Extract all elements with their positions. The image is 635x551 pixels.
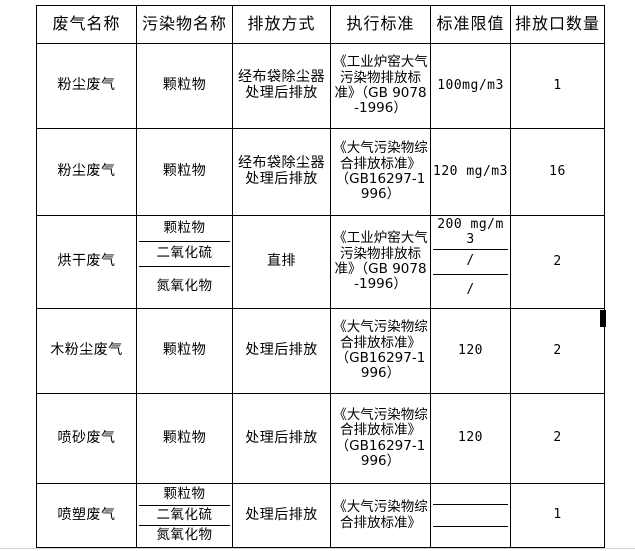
pollutant-subtable: 颗粒物 二氧化硫 氮氧化物 — [139, 217, 230, 307]
table-row: 粉尘废气 颗粒物 经布袋除尘器处理后排放 《工业炉窑大气污染物排放标准》（GB … — [36, 43, 605, 129]
cell-emission-mode: 经布袋除尘器处理后排放 — [232, 128, 331, 216]
emission-standards-table: 废气名称 污染物名称 排放方式 执行标准 标准限值 排放口数量 粉尘废气 颗粒物… — [36, 5, 605, 548]
cell-applied-standard: 《大气污染物综合排放标准》（GB16297-1996） — [330, 128, 431, 216]
pollutant-subrow: 二氧化硫 — [139, 241, 230, 267]
table-header: 废气名称 污染物名称 排放方式 执行标准 标准限值 排放口数量 — [36, 5, 605, 44]
column-header-outlet-count: 排放口数量 — [510, 5, 605, 44]
cell-waste-gas-name: 粉尘废气 — [36, 128, 137, 216]
limit-subrow: 200 mg/m3 — [433, 217, 508, 250]
pollutant-subrow: 氮氧化物 — [139, 526, 230, 546]
column-header-emission-mode: 排放方式 — [232, 5, 331, 44]
pollutant-subtable: 颗粒物 二氧化硫 氮氧化物 — [139, 485, 230, 546]
column-header-standard-limit: 标准限值 — [430, 5, 511, 44]
cell-pollutant-name: 氮氧化物 — [156, 527, 213, 544]
cell-standard-limit — [433, 527, 508, 546]
cell-pollutant-name: 氮氧化物 — [156, 278, 213, 295]
cell-pollutant-name: 颗粒物 — [136, 308, 233, 394]
pollutant-subrow: 二氧化硫 — [139, 505, 230, 527]
cell-emission-mode: 直排 — [232, 215, 331, 309]
cell-pollutant-name: 二氧化硫 — [139, 505, 230, 527]
cell-standard-limit — [433, 485, 508, 505]
cell-applied-standard: 《大气污染物综合排放标准》 — [330, 483, 431, 548]
cell-standard-limit: 120 — [430, 308, 511, 394]
cell-outlet-count: 2 — [510, 308, 605, 394]
cell-standard-limit: 100mg/m3 — [430, 43, 511, 129]
cell-pollutant-name: 颗粒物 — [139, 485, 230, 506]
cell-outlet-count: 16 — [510, 128, 605, 216]
limit-subtable: 200 mg/m3 / / — [433, 217, 508, 307]
cell-waste-gas-name: 木粉尘废气 — [36, 308, 137, 394]
cell-waste-gas-name: 喷砂废气 — [36, 393, 137, 484]
header-row: 废气名称 污染物名称 排放方式 执行标准 标准限值 排放口数量 — [36, 5, 605, 44]
pollutant-subrow: 氮氧化物 — [139, 267, 230, 308]
cell-pollutant-name: 颗粒物 — [139, 217, 230, 242]
table-row: 木粉尘废气 颗粒物 处理后排放 《大气污染物综合排放标准》（GB16297-19… — [36, 308, 605, 394]
table-row: 烘干废气 颗粒物 二氧化硫 氮氧化物 直排 《工业炉窑大气污染物排放标准》（GB… — [36, 215, 605, 309]
table-row: 喷塑废气 颗粒物 二氧化硫 氮氧化物 处理后排放 《大气污染物综合排放标准》 — [36, 483, 605, 548]
cell-emission-mode: 处理后排放 — [232, 483, 331, 548]
cell-pollutant-group: 颗粒物 二氧化硫 氮氧化物 — [136, 483, 233, 548]
cell-pollutant-name: 颗粒物 — [136, 128, 233, 216]
footer-divider — [0, 548, 635, 549]
column-header-applied-standard: 执行标准 — [330, 5, 431, 44]
cell-standard-limit: / — [433, 249, 508, 275]
pollutant-subrow: 颗粒物 — [139, 485, 230, 506]
cell-standard-limit-group — [430, 483, 511, 548]
cell-standard-limit: 120 — [430, 393, 511, 484]
cell-emission-mode: 处理后排放 — [232, 308, 331, 394]
column-header-pollutant-name: 污染物名称 — [136, 5, 233, 44]
cell-standard-limit — [433, 504, 508, 528]
cell-standard-limit: 200 mg/m3 — [433, 217, 508, 250]
cell-waste-gas-name: 烘干废气 — [36, 215, 137, 309]
cell-standard-limit: / — [466, 282, 475, 298]
cell-emission-mode: 经布袋除尘器处理后排放 — [232, 43, 331, 129]
right-edge-marker — [600, 310, 606, 327]
cell-standard-limit-group: 200 mg/m3 / / — [430, 215, 511, 309]
cell-applied-standard: 《工业炉窑大气污染物排放标准》（GB 9078-1996） — [330, 215, 431, 309]
cell-pollutant-group: 颗粒物 二氧化硫 氮氧化物 — [136, 215, 233, 309]
cell-pollutant-name: 颗粒物 — [136, 393, 233, 484]
limit-subrow — [433, 485, 508, 505]
cell-outlet-count: 1 — [510, 43, 605, 129]
cell-waste-gas-name: 粉尘废气 — [36, 43, 137, 129]
cell-outlet-count: 2 — [510, 215, 605, 309]
limit-subrow — [433, 527, 508, 546]
table-row: 粉尘废气 颗粒物 经布袋除尘器处理后排放 《大气污染物综合排放标准》（GB162… — [36, 128, 605, 216]
cell-waste-gas-name: 喷塑废气 — [36, 483, 137, 548]
cell-outlet-count: 1 — [510, 483, 605, 548]
cell-applied-standard: 《大气污染物综合排放标准》（GB16297-1996） — [330, 393, 431, 484]
table-row: 喷砂废气 颗粒物 处理后排放 《大气污染物综合排放标准》（GB16297-199… — [36, 393, 605, 484]
table-body: 粉尘废气 颗粒物 经布袋除尘器处理后排放 《工业炉窑大气污染物排放标准》（GB … — [36, 43, 605, 548]
limit-subrow: / — [433, 274, 508, 307]
limit-subrow — [433, 504, 508, 528]
cell-applied-standard: 《大气污染物综合排放标准》（GB16297-1996） — [330, 308, 431, 394]
limit-subtable — [433, 485, 508, 546]
column-header-waste-gas-name: 废气名称 — [36, 5, 137, 44]
cell-outlet-count: 2 — [510, 393, 605, 484]
cell-applied-standard: 《工业炉窑大气污染物排放标准》（GB 9078-1996） — [330, 43, 431, 129]
limit-subrow: / — [433, 249, 508, 275]
pollutant-subrow: 颗粒物 — [139, 217, 230, 242]
cell-pollutant-name: 二氧化硫 — [139, 241, 230, 267]
cell-pollutant-name: 颗粒物 — [136, 43, 233, 129]
cell-emission-mode: 处理后排放 — [232, 393, 331, 484]
cell-standard-limit: 120 mg/m3 — [430, 128, 511, 216]
emission-table-container: 废气名称 污染物名称 排放方式 执行标准 标准限值 排放口数量 粉尘废气 颗粒物… — [36, 5, 605, 548]
